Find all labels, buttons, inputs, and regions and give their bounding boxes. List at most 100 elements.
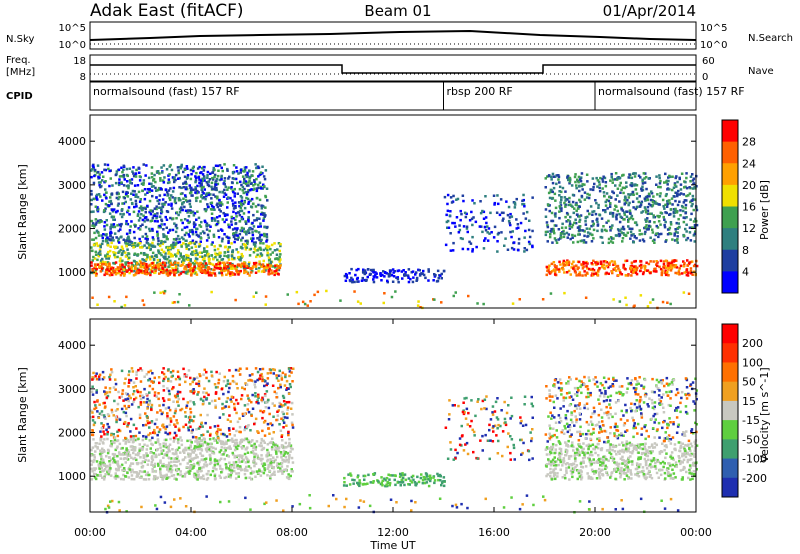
velocity-cell <box>173 457 176 460</box>
power-cell <box>190 274 193 277</box>
power-cell <box>563 196 567 199</box>
power-cell <box>237 172 240 175</box>
velocity-cell <box>203 441 207 444</box>
power-cell <box>117 240 120 243</box>
power-cell <box>531 196 534 199</box>
velocity-cell <box>192 388 195 391</box>
velocity-cell <box>235 441 239 445</box>
power-cell <box>599 262 603 265</box>
power-cell <box>132 274 136 277</box>
power-cell <box>618 184 622 187</box>
power-cell <box>156 230 159 234</box>
power-cell <box>167 265 170 269</box>
power-cell <box>258 217 261 220</box>
power-cell <box>239 263 243 267</box>
power-cell <box>196 253 199 256</box>
power-cell <box>246 197 250 201</box>
power-cell <box>115 210 118 214</box>
power-cell <box>223 263 226 267</box>
power-cell <box>189 259 192 263</box>
power-cell <box>185 264 189 267</box>
power-cell <box>154 264 157 267</box>
power-cell <box>401 277 404 280</box>
power-cell <box>601 187 604 190</box>
power-cell <box>97 193 101 196</box>
power-cell <box>659 185 662 189</box>
power-cell <box>630 182 633 185</box>
power-cell <box>228 175 231 179</box>
velocity-cell <box>191 389 194 392</box>
power-cell <box>509 223 512 227</box>
power-cell <box>634 188 638 191</box>
power-cell <box>159 187 163 190</box>
power-cell <box>553 268 556 271</box>
power-cell <box>629 266 633 269</box>
power-cell <box>243 265 246 268</box>
velocity-cell <box>101 447 104 450</box>
power-cell <box>206 183 210 186</box>
velocity-cell <box>198 466 201 470</box>
power-cell <box>206 254 209 257</box>
power-cell <box>586 215 589 219</box>
power-cell <box>198 224 201 227</box>
power-cell <box>575 184 578 187</box>
velocity-cell <box>182 450 185 453</box>
velocity-cell <box>288 443 291 446</box>
power-cell <box>131 202 134 206</box>
power-cell <box>128 229 132 232</box>
power-cell <box>183 175 187 178</box>
velocity-cell <box>132 457 135 461</box>
velocity-cell <box>91 470 94 473</box>
velocity-cell <box>165 464 168 467</box>
velocity-cell <box>107 472 110 475</box>
power-cell <box>107 250 110 254</box>
power-cell <box>112 251 115 254</box>
power-cell <box>250 271 253 274</box>
power-cell <box>203 176 206 180</box>
power-cell <box>155 189 158 192</box>
power-cell <box>236 192 239 195</box>
velocity-cell <box>211 451 214 455</box>
power-cell <box>175 242 178 245</box>
velocity-cell <box>285 468 288 472</box>
power-cell <box>546 240 549 243</box>
power-cell <box>127 264 130 268</box>
power-cell <box>402 269 405 272</box>
power-cell <box>130 178 134 181</box>
power-cell <box>261 187 264 190</box>
power-cell <box>218 255 222 259</box>
velocity-cell <box>108 468 112 472</box>
power-cell <box>207 180 210 183</box>
power-cell <box>170 207 174 210</box>
power-cell <box>639 260 643 263</box>
velocity-cell <box>230 469 234 472</box>
velocity-cell <box>202 433 205 437</box>
power-cell <box>232 210 235 214</box>
power-cell <box>226 261 229 264</box>
power-cell <box>578 228 581 232</box>
power-cell <box>558 194 561 197</box>
power-cell <box>97 181 101 184</box>
power-cell <box>206 233 210 237</box>
power-cell <box>584 273 587 277</box>
power-cell <box>216 182 220 186</box>
power-cell <box>683 199 687 202</box>
power-cell <box>692 264 696 268</box>
power-cell <box>361 276 364 280</box>
power-cell <box>151 236 155 239</box>
power-cell <box>642 240 646 243</box>
velocity-cell <box>180 439 183 442</box>
power-cell <box>614 184 617 187</box>
power-cell <box>614 234 618 237</box>
power-cell <box>103 228 107 231</box>
power-cell <box>584 220 587 223</box>
power-cell <box>182 170 185 174</box>
velocity-cell <box>179 473 182 477</box>
power-cell <box>161 242 164 246</box>
velocity-cell <box>271 402 274 405</box>
power-cell <box>275 269 278 272</box>
power-cell <box>243 271 246 275</box>
velocity-cell <box>166 414 169 418</box>
power-cell <box>674 228 677 231</box>
power-cell <box>649 236 652 239</box>
